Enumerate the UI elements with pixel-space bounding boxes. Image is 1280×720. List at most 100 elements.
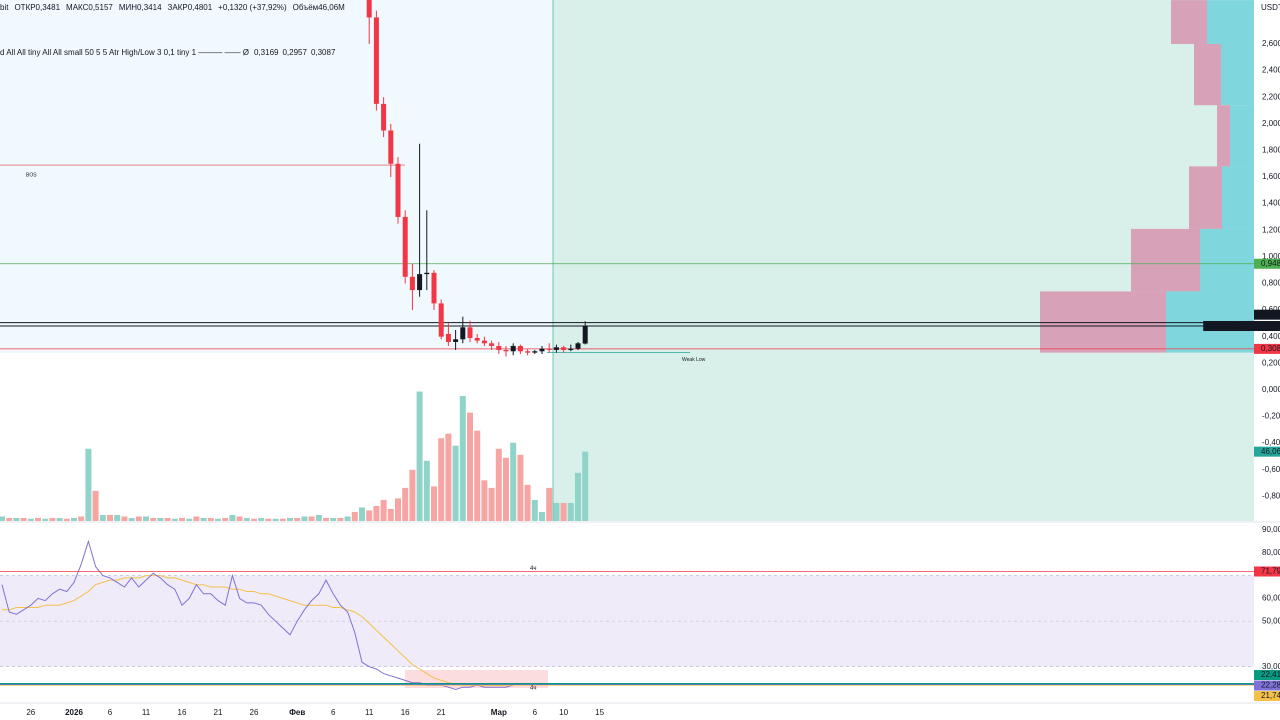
x-tick-label: 11 [365, 708, 374, 717]
volume-bar [431, 486, 437, 521]
price-tick-label: -0,60 [1262, 465, 1280, 474]
profile-buy [1230, 105, 1254, 167]
profile-sell [1189, 166, 1222, 229]
rsi-tag-bg [1254, 680, 1280, 691]
volume-bar [531, 499, 538, 521]
volume-bar [423, 460, 430, 521]
price-tick-label: -0,80 [1262, 491, 1280, 500]
volume-bar [582, 451, 589, 521]
header-item: Объём46,06M [293, 3, 346, 12]
candle-body [395, 163, 401, 217]
candle-body [510, 345, 516, 352]
price-tick-label: 2,600 [1262, 39, 1280, 48]
volume-bar [200, 517, 207, 521]
header-item: МАКС0,5157 [66, 3, 113, 12]
volume-bar [517, 454, 524, 521]
volume-bar [301, 516, 308, 521]
volume-bar [107, 514, 113, 521]
x-tick-label: 11 [142, 708, 151, 717]
x-tick-label: 15 [595, 708, 604, 717]
volume-bar [467, 412, 473, 521]
volume-bar [488, 487, 495, 521]
volume-bar [337, 517, 344, 521]
rsi-ma-line [2, 575, 514, 687]
volume-bar [402, 487, 409, 521]
candle-body [366, 0, 372, 18]
indicator-value: 0,3087 [311, 48, 336, 57]
x-tick-label: Мар [491, 708, 507, 717]
header-item: ОТКР0,3481 [14, 3, 60, 12]
volume-bar [459, 396, 466, 521]
volume-bar [481, 480, 488, 521]
volume-bar [366, 510, 373, 521]
volume-bar [575, 472, 581, 521]
price-tick-label: -0,20 [1262, 412, 1280, 421]
price-tag-bg [1254, 309, 1280, 320]
volume-bar [92, 490, 99, 521]
candle-body [546, 348, 552, 350]
volume-bar [49, 517, 56, 521]
volume-bar [42, 518, 49, 521]
candle-body [373, 17, 379, 104]
volume-bar [344, 516, 351, 521]
volume-bar [56, 517, 63, 521]
volume-bar [6, 517, 13, 521]
profile-sell [1217, 105, 1230, 167]
volume-bar [373, 505, 380, 521]
volume-bar [416, 391, 423, 521]
volume-bar [351, 511, 358, 521]
volume-bar [128, 517, 135, 521]
volume-bar [63, 518, 70, 521]
volume-bar [546, 487, 553, 521]
candle-body [582, 325, 588, 344]
volume-bar [323, 517, 329, 521]
volume-bar [553, 502, 560, 521]
volume-bar [207, 517, 214, 521]
volume-bar [85, 448, 92, 521]
volume-bar [279, 518, 286, 521]
x-tick-label: 6 [533, 708, 538, 717]
volume-bar [135, 516, 142, 521]
candle-body [453, 339, 459, 342]
x-tick-label: Фев [289, 708, 305, 717]
price-tick-label: 1,200 [1262, 225, 1280, 234]
volume-bar [567, 502, 574, 521]
volume-bar [438, 438, 445, 521]
rsi-tick-label: 60,00 [1262, 593, 1280, 602]
volume-bar [445, 433, 452, 521]
candle-body [402, 216, 408, 277]
ticker-label: MYXUSDT.P [1206, 321, 1252, 330]
volume-tag: 46,06 [1261, 447, 1280, 456]
candle-body [489, 343, 495, 346]
weak-low-label: Weak Low [682, 357, 706, 363]
volume-bar [27, 518, 34, 521]
rsi-tag: 71,79 [1261, 567, 1280, 576]
volume-bar [222, 517, 229, 521]
timeframe-label: 4ч [530, 566, 536, 572]
volume-bar [560, 502, 567, 521]
profile-sell [1194, 44, 1221, 106]
volume-bar [409, 469, 416, 521]
candle-body [445, 333, 451, 342]
price-tick-label: 0,600 [1262, 305, 1280, 314]
candle-body [424, 272, 430, 275]
volume-bar [193, 516, 200, 521]
price-tick-label: 0,400 [1262, 332, 1280, 341]
candle-body [481, 340, 487, 344]
volume-bar [78, 516, 85, 521]
header-item: ЗАКР0,4801 [168, 3, 213, 12]
volume-bar [265, 518, 272, 521]
candle-body [532, 351, 538, 353]
volume-bar [0, 516, 5, 521]
rsi-tick-label: 30,00 [1262, 662, 1280, 671]
rsi-tick-label: 90,00 [1262, 525, 1280, 534]
candle-body [438, 303, 444, 337]
profile-sell [1131, 228, 1200, 292]
volume-bar [359, 507, 365, 521]
rsi-tag: 22,28 [1261, 681, 1280, 690]
candle-body [460, 327, 466, 340]
price-tag: 0,505 [1261, 310, 1280, 319]
rsi-tag: 21,74 [1261, 691, 1280, 700]
price-tick-label: 0,800 [1262, 279, 1280, 288]
